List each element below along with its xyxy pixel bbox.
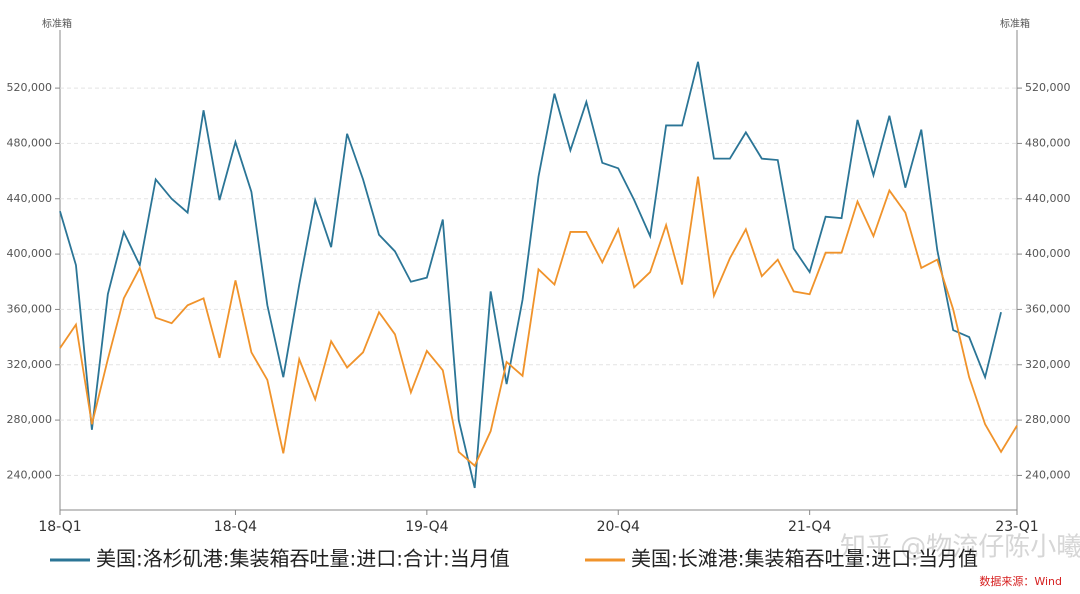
series-line	[59, 61, 1002, 489]
x-tick-label: 20-Q4	[597, 519, 640, 535]
x-tick-label: 21-Q4	[788, 519, 831, 535]
y2-tick-label: 400,000	[1025, 247, 1071, 260]
y-tick-label: 440,000	[7, 192, 53, 205]
y2-tick-label: 520,000	[1025, 81, 1071, 94]
y-unit: 标准箱	[42, 17, 72, 30]
y2-tick-label: 240,000	[1025, 468, 1071, 481]
x-tick-label: 19-Q4	[405, 519, 448, 535]
x-tick-label: 18-Q1	[38, 519, 81, 535]
y2-tick-label: 280,000	[1025, 413, 1071, 426]
legend-label: 美国:长滩港:集装箱吞吐量:进口:当月值	[631, 547, 978, 571]
y-tick-label: 360,000	[7, 302, 53, 315]
x-tick-label: 23-Q1	[995, 519, 1038, 535]
y-tick-label: 400,000	[7, 247, 53, 260]
y-tick-label: 240,000	[7, 468, 53, 481]
source: 数据来源：Wind	[979, 574, 1062, 588]
y-tick-label: 520,000	[7, 81, 53, 94]
legend-label: 美国:洛杉矶港:集装箱吞吐量:进口:合计:当月值	[96, 547, 510, 571]
y2-tick-label: 480,000	[1025, 136, 1071, 149]
y-tick-label: 480,000	[7, 136, 53, 149]
watermark: 知乎 @物流仔陈小曦	[840, 533, 1080, 563]
y-tick-label: 320,000	[7, 358, 53, 371]
y2-unit: 标准箱	[1000, 17, 1030, 30]
y2-tick-label: 360,000	[1025, 302, 1071, 315]
x-tick-label: 18-Q4	[214, 519, 257, 535]
y-tick-label: 280,000	[7, 413, 53, 426]
y2-tick-label: 320,000	[1025, 358, 1071, 371]
y2-tick-label: 440,000	[1025, 192, 1071, 205]
series-line	[59, 176, 1018, 468]
